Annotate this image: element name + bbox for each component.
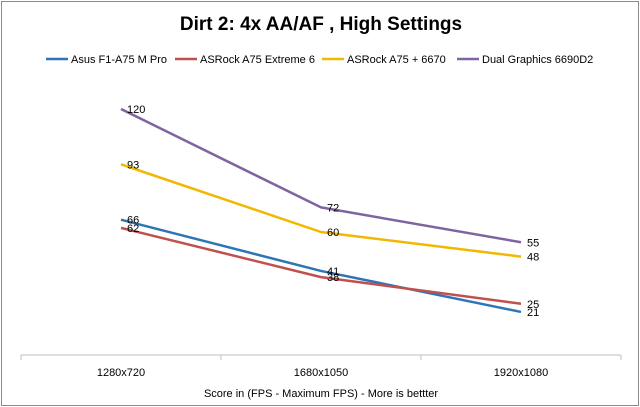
- series-line-4: [120, 107, 522, 244]
- data-labels: 66 41 21 62 38 25 93 60 48 120 72 55: [127, 104, 539, 319]
- x-tick-label-1280x720: 1280x720: [97, 367, 145, 379]
- data-label: 62: [127, 223, 139, 235]
- data-label: 38: [327, 272, 339, 284]
- x-tick-label-1920x1080: 1920x1080: [494, 367, 548, 379]
- data-label: 41: [327, 266, 339, 278]
- series-line-2: [120, 226, 522, 305]
- data-label: 93: [127, 159, 139, 171]
- data-label: 55: [527, 237, 539, 249]
- data-label: 21: [527, 307, 539, 319]
- data-label: 25: [527, 299, 539, 311]
- legend-label-4: Dual Graphics 6690D2: [482, 54, 593, 66]
- series-line-1: [120, 218, 522, 314]
- data-label: 66: [127, 215, 139, 227]
- series-lines: [120, 107, 522, 314]
- legend-label-2: ASRock A75 Extreme 6: [200, 54, 315, 66]
- x-axis-title: Score in (FPS - Maximum FPS) - More is b…: [204, 388, 438, 400]
- legend-label-3: ASRock A75 + 6670: [347, 54, 446, 66]
- legend: Asus F1-A75 M Pro ASRock A75 Extreme 6 ASR…: [46, 54, 593, 66]
- series-line-3: [120, 163, 522, 258]
- x-tick-label-1680x1050: 1680x1050: [294, 367, 348, 379]
- data-label: 120: [127, 104, 145, 116]
- data-label: 48: [527, 252, 539, 264]
- chart-title: Dirt 2: 4x AA/AF , High Settings: [180, 14, 462, 35]
- x-axis-ticks: 1280x720 1680x1050 1920x1080: [20, 355, 622, 379]
- data-label: 60: [327, 227, 339, 239]
- legend-label-1: Asus F1-A75 M Pro: [71, 54, 167, 66]
- data-label: 72: [327, 202, 339, 214]
